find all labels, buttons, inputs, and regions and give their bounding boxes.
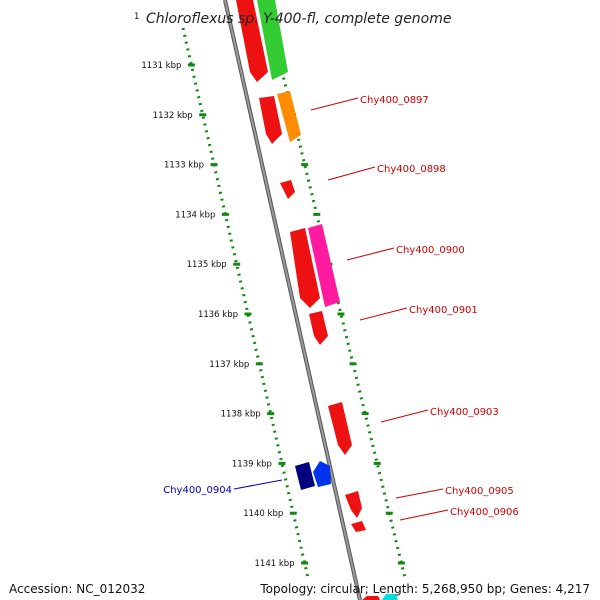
gene-label[interactable]: Chy400_0900 [396,245,465,256]
gene-red-0906 [351,521,366,532]
ruler-tick-label: 1133 kbp [164,161,204,171]
gene-pink-0900 [308,224,340,307]
gene-label[interactable]: Chy400_0898 [377,164,446,175]
topology-text: Topology: circular; Length: 5,268,950 bp… [260,582,590,596]
gene-label-leader [327,166,376,181]
gene-red-0903 [328,402,352,455]
gene-red-0900 [290,228,320,308]
ruler-ticks: 1131 kbp 1132 kbp 1133 kbp 1134 kbp 1135 kbp… [141,61,405,569]
gene-label-leader [233,479,283,490]
gene-label[interactable]: Chy400_0906 [450,507,519,518]
gene-label-leader [359,307,408,321]
ruler-line-left [181,27,310,579]
gene-blue-0904 [313,461,331,487]
ruler-tick-label: 1134 kbp [175,210,215,220]
title-prefix: 1 [134,12,139,22]
gene-label-leader [399,509,449,521]
ruler-tick-label: 1139 kbp [232,459,272,469]
gene-label-leader [395,488,444,499]
gene-label[interactable]: Chy400_0905 [445,486,514,497]
gene-label-leader [380,409,429,423]
ruler-tick-label: 1132 kbp [153,111,193,121]
gene-cyan-bottom [382,594,398,600]
accession-text: Accession: NC_012032 [9,582,146,596]
ruler-tick-label: 1141 kbp [255,559,295,569]
ruler-tick-label: 1138 kbp [221,410,261,420]
ruler-tick-label: 1140 kbp [243,509,283,519]
gene-red-0901 [309,311,328,345]
ruler-tick-label: 1137 kbp [209,360,249,370]
genes [236,0,398,600]
genome-title: Chloroflexus sp. Y-400-fl, complete geno… [146,11,452,27]
gene-orange-0897 [277,91,301,142]
ruler-line-right [270,29,407,579]
gene-red-0897-strand [259,96,282,144]
gene-labels: Chy400_0897 Chy400_0898 Chy400_0900 Chy400_… [163,95,519,521]
ruler-tick-label: 1135 kbp [187,260,227,270]
gene-label[interactable]: Chy400_0901 [409,305,478,316]
gene-navy-0904 [295,462,315,490]
gene-label-leader [346,247,395,261]
gene-label[interactable]: Chy400_0897 [360,95,429,106]
gene-red-0905 [345,491,362,518]
gene-label[interactable]: Chy400_0904 [163,485,232,496]
ruler-tick-label: 1131 kbp [141,61,181,71]
gene-red-0898 [280,180,295,199]
gene-red-bottom [362,596,380,600]
gene-green-top [257,0,288,80]
gene-red-top [236,0,268,82]
gene-track-band [190,0,405,600]
gene-label-leader [310,97,359,111]
gene-label[interactable]: Chy400_0903 [430,407,499,418]
ruler-tick-label: 1136 kbp [198,310,238,320]
genome-axis [224,0,361,600]
